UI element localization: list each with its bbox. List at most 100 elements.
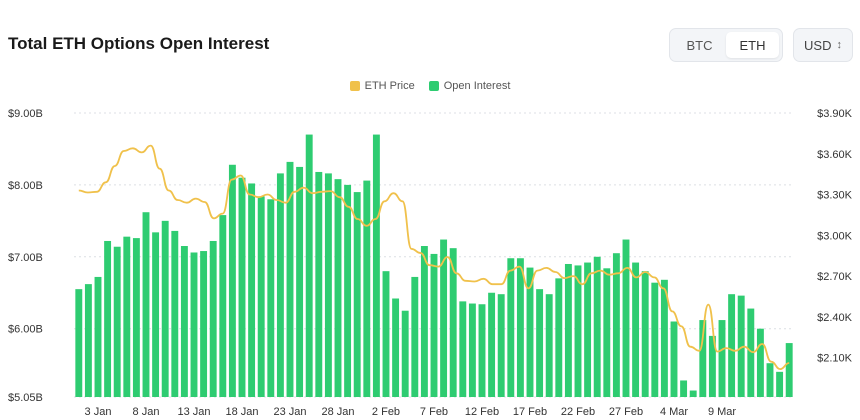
- open-interest-bar[interactable]: [488, 292, 496, 397]
- open-interest-bar[interactable]: [392, 298, 400, 397]
- y-right-tick-label: $3.90K: [817, 108, 853, 120]
- currency-value: USD: [804, 37, 832, 53]
- open-interest-bar[interactable]: [536, 289, 544, 397]
- open-interest-bar[interactable]: [622, 239, 630, 397]
- open-interest-bar[interactable]: [420, 246, 428, 397]
- open-interest-bar[interactable]: [641, 271, 649, 397]
- x-tick-label: 23 Jan: [273, 406, 306, 418]
- open-interest-bar[interactable]: [219, 215, 227, 397]
- eth-price-line[interactable]: [78, 144, 790, 370]
- x-tick-label: 8 Jan: [133, 406, 160, 418]
- open-interest-bar[interactable]: [344, 184, 352, 397]
- open-interest-bar[interactable]: [478, 304, 486, 397]
- y-left-tick-label: $6.00B: [8, 324, 43, 336]
- open-interest-bar[interactable]: [459, 301, 467, 397]
- open-interest-bar[interactable]: [584, 262, 592, 397]
- open-interest-bar[interactable]: [104, 240, 112, 397]
- open-interest-bar[interactable]: [94, 276, 102, 397]
- legend-label-open-interest: Open Interest: [443, 80, 511, 92]
- open-interest-bar[interactable]: [315, 171, 323, 397]
- legend-swatch-eth-price: [349, 81, 360, 91]
- open-interest-bar[interactable]: [142, 212, 150, 397]
- x-tick-label: 3 Jan: [85, 406, 112, 418]
- open-interest-bar[interactable]: [382, 271, 390, 397]
- open-interest-bar[interactable]: [545, 294, 553, 397]
- open-interest-bar[interactable]: [612, 253, 620, 397]
- open-interest-bar[interactable]: [555, 278, 563, 397]
- open-interest-bar[interactable]: [286, 161, 294, 397]
- open-interest-bar[interactable]: [113, 246, 121, 397]
- x-tick-label: 2 Feb: [372, 406, 400, 418]
- asset-toggle: BTC ETH: [669, 28, 783, 62]
- y-right-tick-label: $2.70K: [817, 271, 853, 283]
- open-interest-bar[interactable]: [411, 276, 419, 397]
- open-interest-bar[interactable]: [372, 134, 380, 397]
- legend-item-eth-price[interactable]: ETH Price: [349, 80, 415, 92]
- open-interest-bar[interactable]: [440, 239, 448, 397]
- open-interest-bar[interactable]: [785, 343, 793, 397]
- open-interest-bar[interactable]: [718, 320, 726, 397]
- open-interest-bar[interactable]: [363, 180, 371, 397]
- legend-item-open-interest[interactable]: Open Interest: [428, 80, 511, 92]
- open-interest-bar[interactable]: [526, 267, 534, 397]
- open-interest-bar[interactable]: [238, 177, 246, 397]
- open-interest-bar[interactable]: [699, 320, 707, 397]
- open-interest-bar[interactable]: [737, 295, 745, 397]
- open-interest-bar[interactable]: [334, 179, 342, 397]
- open-interest-bar[interactable]: [766, 363, 774, 397]
- open-interest-bar[interactable]: [430, 253, 438, 397]
- open-interest-bar[interactable]: [593, 256, 601, 397]
- open-interest-bar[interactable]: [228, 164, 236, 397]
- open-interest-bar[interactable]: [632, 262, 640, 397]
- open-interest-bar[interactable]: [756, 328, 764, 397]
- x-tick-label: 12 Feb: [465, 406, 499, 418]
- legend-label-eth-price: ETH Price: [364, 80, 415, 92]
- open-interest-bar[interactable]: [708, 335, 716, 397]
- open-interest-bar[interactable]: [776, 371, 784, 397]
- open-interest-bar[interactable]: [324, 173, 332, 397]
- y-right-tick-label: $2.40K: [817, 312, 853, 324]
- open-interest-bar[interactable]: [660, 279, 668, 397]
- x-axis: 3 Jan 8 Jan 13 Jan 18 Jan 23 Jan 28 Jan 2 Feb 7…: [85, 406, 737, 418]
- open-interest-bar[interactable]: [468, 303, 476, 397]
- open-interest-bar[interactable]: [449, 248, 457, 397]
- open-interest-bar[interactable]: [507, 258, 515, 397]
- open-interest-bar[interactable]: [728, 294, 736, 397]
- open-interest-bar[interactable]: [276, 173, 284, 397]
- y-left-tick-label: $9.00B: [8, 108, 43, 120]
- open-interest-bar[interactable]: [747, 308, 755, 397]
- open-interest-bar[interactable]: [180, 246, 188, 397]
- open-interest-bar[interactable]: [152, 232, 160, 397]
- y-left-tick-label: $8.00B: [8, 180, 43, 192]
- open-interest-bar[interactable]: [680, 380, 688, 397]
- open-interest-bar[interactable]: [209, 240, 217, 397]
- open-interest-bar[interactable]: [603, 268, 611, 397]
- eth-toggle-button[interactable]: ETH: [726, 32, 779, 58]
- open-interest-bar[interactable]: [516, 258, 524, 397]
- open-interest-bar[interactable]: [84, 284, 92, 397]
- btc-toggle-button[interactable]: BTC: [686, 37, 713, 53]
- page-title: Total ETH Options Open Interest: [8, 34, 270, 53]
- open-interest-bar[interactable]: [171, 230, 179, 397]
- open-interest-bar[interactable]: [564, 263, 572, 397]
- open-interest-bar[interactable]: [123, 236, 131, 397]
- open-interest-bar[interactable]: [574, 265, 582, 397]
- open-interest-bar[interactable]: [689, 390, 697, 397]
- open-interest-bar[interactable]: [257, 196, 265, 397]
- open-interest-bar[interactable]: [248, 183, 256, 397]
- open-interest-bar[interactable]: [132, 238, 140, 397]
- open-interest-bar[interactable]: [670, 321, 678, 397]
- open-interest-bar[interactable]: [190, 252, 198, 397]
- open-interest-bar[interactable]: [267, 199, 275, 397]
- currency-select[interactable]: USD ↕: [793, 28, 853, 62]
- open-interest-bar[interactable]: [305, 134, 313, 397]
- open-interest-bar[interactable]: [353, 192, 361, 397]
- open-interest-bar[interactable]: [651, 282, 659, 397]
- open-interest-bar[interactable]: [401, 310, 409, 397]
- open-interest-bar[interactable]: [75, 289, 83, 397]
- x-tick-label: 7 Feb: [420, 406, 448, 418]
- open-interest-bar[interactable]: [161, 220, 169, 397]
- open-interest-bar[interactable]: [296, 166, 304, 397]
- open-interest-bar[interactable]: [200, 251, 208, 397]
- open-interest-bar[interactable]: [497, 294, 505, 397]
